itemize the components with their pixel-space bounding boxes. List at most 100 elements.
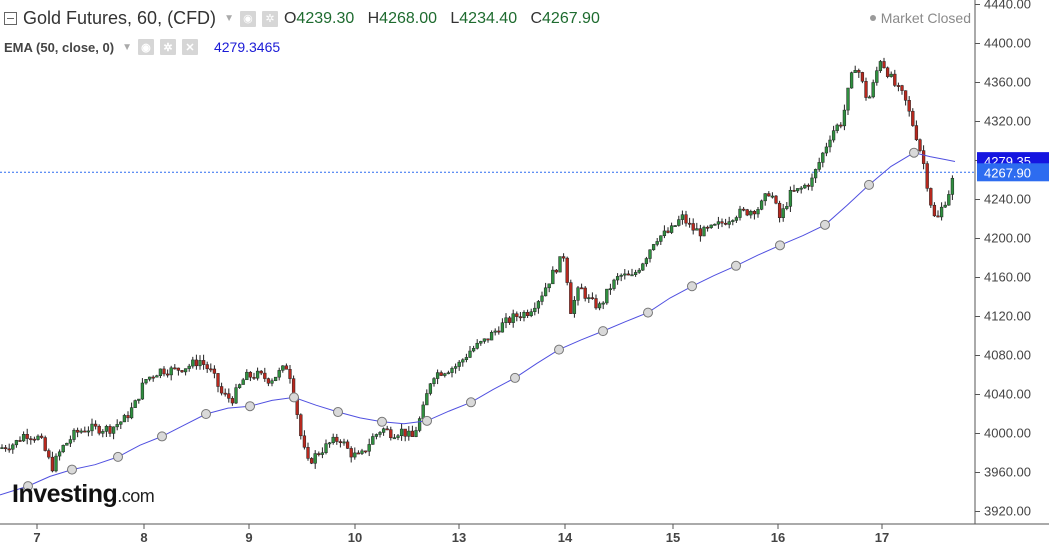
candle-body xyxy=(75,429,80,433)
candle-body xyxy=(921,150,926,164)
ema-marker xyxy=(113,451,123,462)
candle-body xyxy=(734,217,739,221)
candle-body xyxy=(0,447,4,450)
candle-body xyxy=(3,447,8,450)
candle-body xyxy=(893,73,897,86)
candle-body xyxy=(907,100,911,112)
candle-body xyxy=(763,193,767,202)
candle-body xyxy=(770,195,775,198)
gear-icon[interactable]: ✲ xyxy=(261,10,278,27)
candle-body xyxy=(468,350,472,358)
candle-body xyxy=(871,82,875,98)
x-tick-label: 7 xyxy=(33,530,40,545)
indicator-value: 4279.3465 xyxy=(213,39,281,55)
candle-body xyxy=(144,379,148,384)
candle-body xyxy=(803,184,807,189)
candle-body xyxy=(911,110,915,126)
candle-body xyxy=(795,188,800,192)
x-tick-label: 17 xyxy=(875,530,889,545)
chevron-down-icon[interactable]: ▼ xyxy=(224,13,234,24)
candle-body xyxy=(309,458,314,464)
candle-body xyxy=(939,206,944,218)
candle-body xyxy=(219,386,224,394)
candle-body xyxy=(601,302,605,305)
indicator-chevron-down-icon[interactable]: ▼ xyxy=(122,41,132,53)
x-tick-label: 9 xyxy=(245,530,252,545)
candle-body xyxy=(943,204,947,208)
indicator-gear-icon[interactable]: ✲ xyxy=(159,39,176,55)
candle-body xyxy=(306,447,310,459)
y-tick-label: 4000.00 xyxy=(984,426,1031,441)
candle-body xyxy=(147,376,152,380)
candle-body xyxy=(882,61,886,69)
indicator-eye-icon[interactable]: ◉ xyxy=(137,39,154,55)
candle-body xyxy=(533,307,537,312)
candle-body xyxy=(792,189,796,192)
ema-marker xyxy=(422,415,432,426)
candle-body xyxy=(25,434,29,439)
candle-body xyxy=(385,428,389,431)
candle-body xyxy=(259,370,263,374)
candle-body xyxy=(543,287,548,297)
candle-body xyxy=(381,428,386,433)
candle-body xyxy=(79,430,83,433)
symbol-title[interactable]: Gold Futures, 60, (CFD) xyxy=(23,8,217,28)
candle-body xyxy=(608,288,613,291)
ema-marker xyxy=(643,307,653,318)
x-tick-label: 13 xyxy=(452,530,466,545)
candle-body xyxy=(626,273,631,276)
logo-name: Investing xyxy=(12,480,118,508)
candle-body xyxy=(569,282,573,314)
candle-body xyxy=(547,283,551,289)
candle-body xyxy=(39,435,44,438)
candle-body xyxy=(723,222,728,225)
candle-body xyxy=(709,224,713,228)
y-tick-label: 4400.00 xyxy=(984,36,1031,51)
candle-body xyxy=(810,177,814,187)
candle-body xyxy=(932,204,937,217)
eye-icon[interactable]: ◉ xyxy=(239,10,256,27)
candle-body xyxy=(497,330,501,333)
candle-body xyxy=(518,316,523,319)
candle-body xyxy=(799,187,803,190)
candle-body xyxy=(759,200,764,210)
ohlc-high-key: H xyxy=(367,9,380,27)
candle-body xyxy=(349,448,353,458)
indicator-label[interactable]: EMA (50, close, 0) xyxy=(4,39,115,55)
candle-body xyxy=(32,438,37,441)
candle-body xyxy=(72,429,76,440)
collapse-square-icon[interactable] xyxy=(4,12,17,25)
candle-body xyxy=(641,263,645,271)
candle-body xyxy=(169,367,173,376)
candle-body xyxy=(860,72,865,82)
x-tick-label: 14 xyxy=(558,530,573,545)
candle-body xyxy=(317,453,321,455)
indicator-close-icon[interactable]: ✕ xyxy=(181,39,198,55)
ema-marker xyxy=(333,407,343,418)
ema-marker xyxy=(554,344,564,355)
candle-body xyxy=(288,369,292,379)
candle-body xyxy=(57,451,62,457)
candle-body xyxy=(738,208,742,218)
candle-body xyxy=(453,366,458,369)
candle-body xyxy=(122,415,127,423)
candle-body xyxy=(335,436,339,442)
last-price-tag-bg xyxy=(977,163,1049,182)
x-tick-label: 16 xyxy=(771,530,785,545)
candle-body xyxy=(579,287,584,290)
candle-body xyxy=(633,272,638,275)
candle-body xyxy=(223,392,227,395)
candle-body xyxy=(277,370,281,378)
candle-body xyxy=(7,448,11,451)
candle-body xyxy=(29,438,33,441)
y-tick-label: 4080.00 xyxy=(984,348,1031,363)
candle-body xyxy=(201,360,206,365)
candle-body xyxy=(371,436,375,445)
ema-marker xyxy=(289,392,299,403)
candle-body xyxy=(857,70,861,73)
candle-body xyxy=(425,393,429,406)
candle-body xyxy=(14,440,19,446)
candle-body xyxy=(605,288,609,304)
